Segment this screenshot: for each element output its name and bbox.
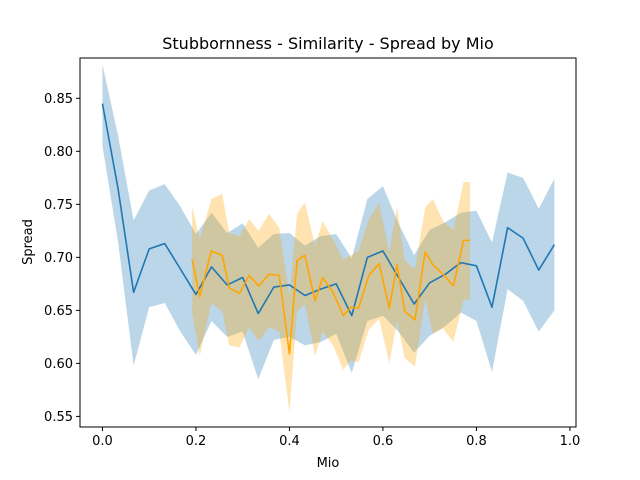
plot-frame	[79, 57, 577, 428]
series-1-line	[191, 239, 471, 355]
y-axis-label: Spread	[21, 219, 36, 265]
y-axis: 0.55 0.60 0.65 0.70 0.75 0.80 0.85	[44, 92, 80, 425]
y-tick-label: 0.80	[44, 145, 73, 160]
x-tick-label: 0.0	[92, 434, 113, 449]
plot-area	[101, 64, 556, 413]
x-axis-label: Mio	[317, 456, 340, 471]
x-tick-label: 0.6	[373, 434, 394, 449]
series-0-band	[102, 64, 555, 380]
x-tick-label: 0.4	[279, 434, 300, 449]
y-tick-label: 0.70	[44, 251, 73, 266]
x-tick-label: 0.8	[466, 434, 487, 449]
x-tick-label: 1.0	[560, 434, 581, 449]
y-tick-label: 0.55	[44, 410, 73, 425]
series-1-band	[192, 182, 471, 413]
y-tick-label: 0.85	[44, 92, 73, 107]
y-tick-label: 0.65	[44, 304, 73, 319]
x-tick-label: 0.2	[186, 434, 207, 449]
y-tick-label: 0.75	[44, 198, 73, 213]
chart-title: Stubbornness - Similarity - Spread by Mi…	[162, 34, 493, 53]
x-axis: 0.0 0.2 0.4 0.6 0.8 1.0	[92, 427, 580, 449]
y-tick-label: 0.60	[44, 357, 73, 372]
